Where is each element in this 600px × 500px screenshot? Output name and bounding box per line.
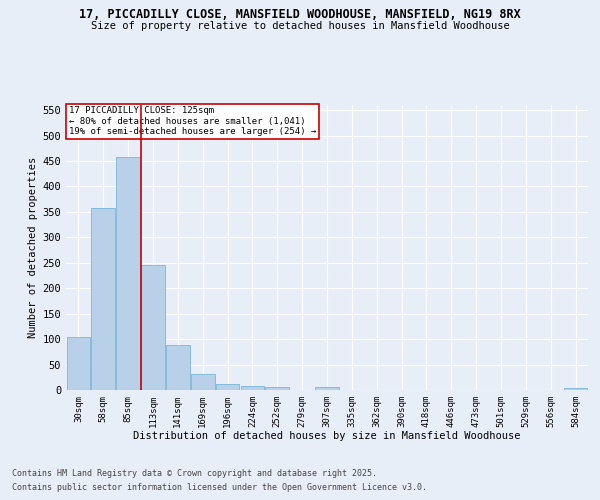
Text: 17, PICCADILLY CLOSE, MANSFIELD WOODHOUSE, MANSFIELD, NG19 8RX: 17, PICCADILLY CLOSE, MANSFIELD WOODHOUS… bbox=[79, 8, 521, 20]
Bar bbox=[91, 208, 115, 390]
Text: Contains HM Land Registry data © Crown copyright and database right 2025.: Contains HM Land Registry data © Crown c… bbox=[12, 468, 377, 477]
Bar bbox=[216, 384, 239, 390]
Bar bbox=[67, 336, 90, 390]
Y-axis label: Number of detached properties: Number of detached properties bbox=[28, 157, 38, 338]
Bar bbox=[141, 266, 165, 390]
Bar bbox=[116, 158, 140, 390]
Bar bbox=[166, 345, 190, 390]
Bar bbox=[315, 388, 339, 390]
Bar bbox=[265, 388, 289, 390]
Bar bbox=[191, 374, 215, 390]
Bar bbox=[241, 386, 264, 390]
Text: 17 PICCADILLY CLOSE: 125sqm
← 80% of detached houses are smaller (1,041)
19% of : 17 PICCADILLY CLOSE: 125sqm ← 80% of det… bbox=[68, 106, 316, 136]
X-axis label: Distribution of detached houses by size in Mansfield Woodhouse: Distribution of detached houses by size … bbox=[133, 432, 521, 442]
Text: Contains public sector information licensed under the Open Government Licence v3: Contains public sector information licen… bbox=[12, 484, 427, 492]
Bar bbox=[564, 388, 587, 390]
Text: Size of property relative to detached houses in Mansfield Woodhouse: Size of property relative to detached ho… bbox=[91, 21, 509, 31]
